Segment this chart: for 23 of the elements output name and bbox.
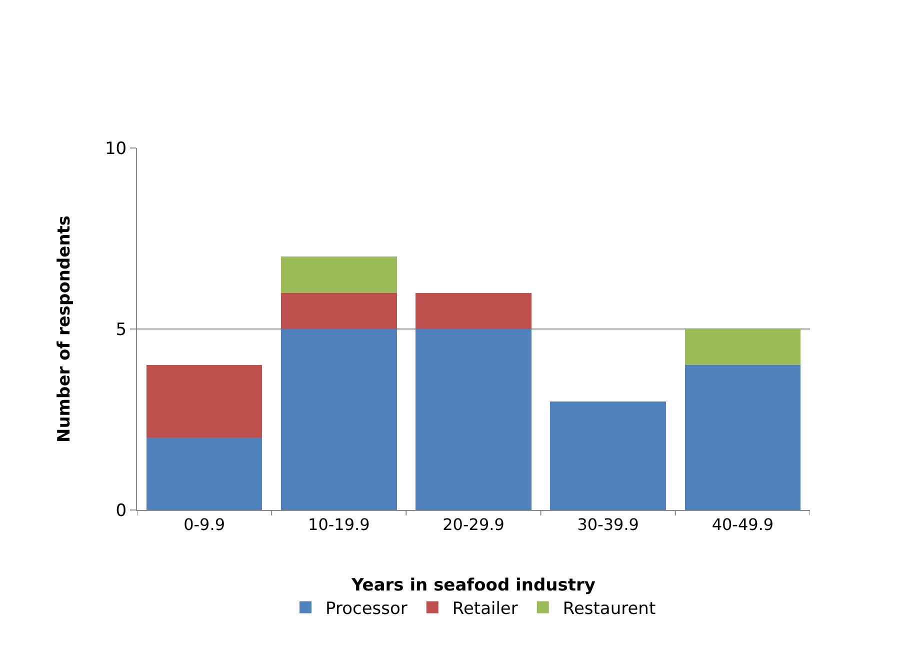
bar [684,365,801,510]
bar [416,329,532,510]
x-tick-label: 30-39.9 [577,515,639,534]
bar [281,329,397,510]
bar [684,329,801,366]
legend-label: Processor [326,598,408,619]
legend-label: Restaurent [562,598,656,619]
y-tick-label: 0 [116,500,127,521]
y-tick-label: 10 [104,138,127,159]
bar [281,256,397,293]
bar [281,292,397,329]
bar [146,365,262,438]
bar [416,292,532,329]
y-axis-title: Number of respondents [54,215,75,443]
y-tick-label: 5 [116,320,127,340]
bar [146,438,262,510]
x-axis-title: Years in seafood industry [350,576,596,596]
x-tick-label: 10-19.9 [308,515,370,534]
bar [550,401,666,510]
x-tick-label: 0-9.9 [184,515,226,534]
legend-label: Retailer [452,598,518,619]
x-tick-label: 20-29.9 [442,515,504,534]
x-tick-label: 40-49.9 [712,515,774,534]
